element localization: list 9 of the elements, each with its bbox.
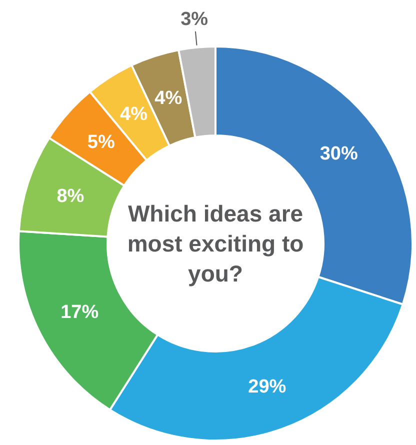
data-label: 4% [120, 104, 148, 126]
data-label: 17% [60, 302, 99, 324]
data-label: 3% [180, 9, 208, 30]
data-label: 30% [320, 143, 358, 164]
data-label: 5% [87, 132, 115, 154]
data-label: 8% [56, 186, 84, 207]
text: Which ideas are most exciting to you? [127, 200, 304, 286]
data-label: 4% [154, 88, 182, 109]
data-label: 29% [248, 376, 286, 398]
